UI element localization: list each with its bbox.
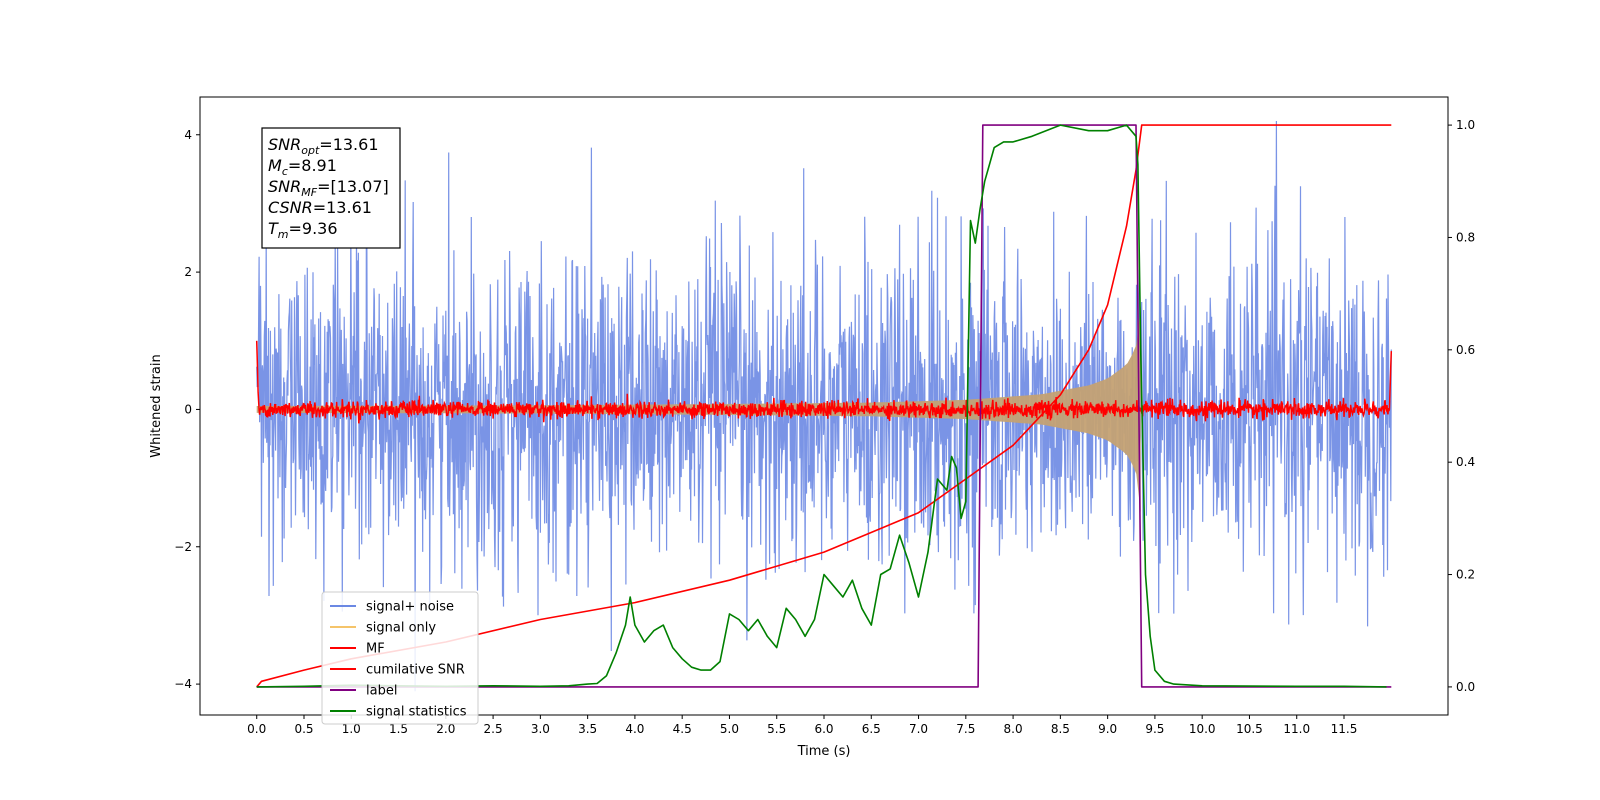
annotation-frame xyxy=(261,127,401,249)
y-tick-label: 0 xyxy=(184,402,192,416)
x-tick-label: 7.0 xyxy=(909,722,928,736)
y-axis-right: 0.0 0.2 0.4 0.6 0.8 1.0 xyxy=(1448,118,1475,694)
x-tick-label: 2.0 xyxy=(436,722,455,736)
y2-tick-label: 0.2 xyxy=(1456,568,1475,582)
x-axis-label: Time (s) xyxy=(797,744,851,759)
y2-tick-label: 1.0 xyxy=(1456,118,1475,132)
y2-tick-label: 0.0 xyxy=(1456,680,1475,694)
x-tick-label: 1.0 xyxy=(342,722,361,736)
legend-label: cumilative SNR xyxy=(366,663,465,678)
y-tick-label: −4 xyxy=(174,677,192,691)
annotation-line: Tm=9.36 xyxy=(268,219,338,241)
annotation-line: SNRopt=13.61 xyxy=(268,135,379,157)
x-tick-label: 10.5 xyxy=(1236,722,1263,736)
x-tick-label: 5.0 xyxy=(720,722,739,736)
x-tick-label: 11.5 xyxy=(1331,722,1358,736)
x-axis: 0.0 0.5 1.0 1.5 2.0 2.5 3.0 3.5 4.0 4.5 5.0 5.5 6.0 6… xyxy=(247,715,1357,736)
y-tick-label: 4 xyxy=(184,128,192,142)
x-tick-label: 6.0 xyxy=(814,722,833,736)
x-tick-label: 4.5 xyxy=(673,722,692,736)
series-mf-line xyxy=(255,340,1393,424)
legend-frame xyxy=(321,591,479,725)
x-tick-label: 6.5 xyxy=(862,722,881,736)
x-tick-label: 1.5 xyxy=(389,722,408,736)
x-tick-label: 8.0 xyxy=(1004,722,1023,736)
y-tick-label: −2 xyxy=(174,540,192,554)
annotation-line: SNRMF=[13.07] xyxy=(268,177,389,199)
legend: signal+ noise signal only MF cumilative SNR… xyxy=(321,591,479,725)
series-signal-statistics-line xyxy=(256,124,1387,688)
x-tick-label: 7.5 xyxy=(956,722,975,736)
y2-tick-label: 0.8 xyxy=(1456,230,1475,244)
annotation-line: Mc=8.91 xyxy=(268,156,337,178)
x-tick-label: 5.5 xyxy=(767,722,786,736)
y2-tick-label: 0.6 xyxy=(1456,343,1475,357)
x-tick-label: 9.5 xyxy=(1145,722,1164,736)
legend-label: signal only xyxy=(366,621,436,636)
y2-tick-label: 0.4 xyxy=(1456,455,1475,469)
x-tick-label: 4.0 xyxy=(625,722,644,736)
series-signal-noise-line xyxy=(256,120,1392,692)
x-tick-label: 10.0 xyxy=(1189,722,1216,736)
x-tick-label: 0.0 xyxy=(247,722,266,736)
x-tick-label: 3.5 xyxy=(578,722,597,736)
y-tick-label: 2 xyxy=(184,265,192,279)
x-tick-label: 8.5 xyxy=(1051,722,1070,736)
x-tick-label: 3.0 xyxy=(531,722,550,736)
x-tick-label: 0.5 xyxy=(294,722,313,736)
annotation-box: SNRopt=13.61Mc=8.91SNRMF=[13.07]CSNR=13.… xyxy=(261,127,401,249)
annotation-line: CSNR=13.61 xyxy=(268,198,372,217)
legend-label: MF xyxy=(366,642,385,657)
y-axis-label: Whitened strain xyxy=(149,354,164,457)
legend-label: label xyxy=(366,684,397,699)
legend-label: signal statistics xyxy=(366,705,467,720)
x-tick-label: 2.5 xyxy=(484,722,503,736)
legend-label: signal+ noise xyxy=(366,600,454,615)
y-axis-left: −4 −2 0 2 4 xyxy=(174,128,200,691)
x-tick-label: 11.0 xyxy=(1283,722,1310,736)
x-tick-label: 9.0 xyxy=(1098,722,1117,736)
